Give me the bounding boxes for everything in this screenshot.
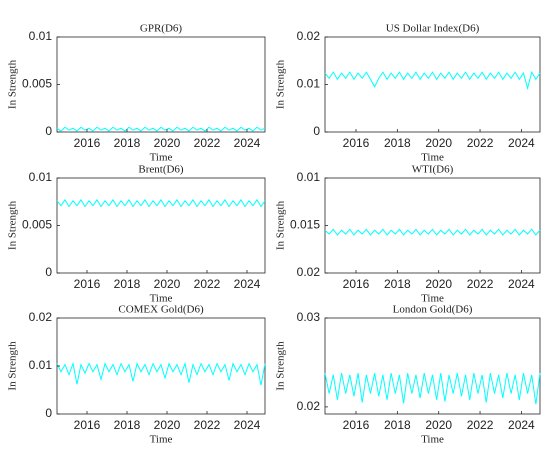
data-line: [324, 70, 541, 91]
y-tick-label: 0: [45, 124, 52, 138]
y-tick-label: 0.01: [29, 358, 53, 372]
x-tick-label: 2018: [384, 418, 411, 432]
x-axis-label: Time: [150, 152, 173, 164]
y-tick-label: 0.03: [297, 310, 321, 324]
x-tick-label: 2016: [343, 136, 370, 150]
x-tick-label: 2022: [194, 418, 221, 432]
plot-area: [56, 177, 266, 274]
x-tick-label: 2022: [467, 277, 494, 291]
x-tick-label: 2024: [234, 136, 261, 150]
y-axis-label: In Strength: [7, 341, 19, 391]
x-tick-label: 2016: [74, 136, 101, 150]
y-tick-label: 0.01: [29, 170, 53, 184]
y-axis-label: In Strength: [275, 59, 287, 109]
x-tick-label: 2022: [467, 136, 494, 150]
x-tick-label: 2020: [154, 136, 181, 150]
x-tick-label: 2016: [343, 418, 370, 432]
data-line: [56, 126, 266, 132]
x-tick-label: 2020: [154, 418, 181, 432]
x-axis-label: Time: [421, 434, 444, 446]
y-tick-label: 0.005: [22, 77, 52, 91]
y-tick-label: 0.02: [297, 265, 321, 279]
plot-area: [56, 36, 266, 133]
chart-title: GPR(D6): [140, 23, 183, 35]
x-tick-label: 2024: [508, 277, 535, 291]
chart-title: London Gold(D6): [393, 304, 473, 316]
chart-title: US Dollar Index(D6): [386, 23, 480, 35]
x-tick-label: 2018: [384, 277, 411, 291]
data-line: [56, 361, 266, 386]
y-tick-label: 0.01: [29, 29, 53, 43]
data-line: [324, 228, 541, 236]
panel: 0.02 0.015 0.01 2016 2018 2020 2022 2024 WTI(D6)…: [275, 164, 541, 305]
y-tick-label: 0.02: [297, 399, 321, 413]
x-tick-label: 2018: [114, 277, 141, 291]
y-tick-label: 0.015: [290, 218, 320, 232]
panel: 0 0.005 0.01 2016 2018 2020 2022 2024 Brent(D6) T…: [7, 164, 266, 305]
chart-title: WTI(D6): [412, 164, 454, 176]
y-tick-label: 0: [45, 406, 52, 420]
x-tick-label: 2020: [425, 277, 452, 291]
x-tick-label: 2024: [234, 277, 261, 291]
x-tick-label: 2018: [114, 136, 141, 150]
x-axis-label: Time: [421, 152, 444, 164]
y-tick-label: 0.01: [297, 170, 321, 184]
y-tick-label: 0.02: [297, 29, 321, 43]
x-tick-label: 2022: [194, 136, 221, 150]
data-line: [324, 373, 541, 405]
x-tick-label: 2020: [425, 418, 452, 432]
y-tick-label: 0: [313, 124, 320, 138]
x-tick-label: 2020: [154, 277, 181, 291]
y-axis-label: In Strength: [7, 200, 19, 250]
x-tick-label: 2016: [74, 418, 101, 432]
panel: 0 0.01 0.02 2016 2018 2020 2022 2024 US Dollar I…: [275, 23, 541, 164]
panel: 0 0.005 0.01 2016 2018 2020 2022 2024 GPR(D6) Tim…: [7, 23, 266, 164]
panel: 0 0.01 0.02 2016 2018 2020 2022 2024 COMEX Gold(…: [7, 304, 266, 446]
x-tick-label: 2020: [425, 136, 452, 150]
chart-title: COMEX Gold(D6): [118, 304, 204, 316]
x-tick-label: 2024: [234, 418, 261, 432]
x-tick-label: 2024: [508, 136, 535, 150]
x-tick-label: 2022: [467, 418, 494, 432]
plot-area: [324, 36, 541, 133]
panel: 0.02 0.03 2016 2018 2020 2022 2024 London Gold(…: [275, 304, 541, 446]
x-axis-label: Time: [150, 293, 173, 305]
y-tick-label: 0: [45, 265, 52, 279]
x-tick-label: 2018: [114, 418, 141, 432]
chart-title: Brent(D6): [138, 164, 184, 176]
x-tick-label: 2016: [343, 277, 370, 291]
data-line: [56, 198, 266, 208]
y-axis-label: In Strength: [275, 341, 287, 391]
y-tick-label: 0.02: [29, 310, 53, 324]
x-tick-label: 2024: [508, 418, 535, 432]
plot-area: [324, 317, 541, 415]
x-tick-label: 2016: [74, 277, 101, 291]
x-axis-label: Time: [150, 434, 173, 446]
x-axis-label: Time: [421, 293, 444, 305]
y-tick-label: 0.005: [22, 218, 52, 232]
y-axis-label: In Strength: [275, 200, 287, 250]
y-tick-label: 0.01: [297, 77, 321, 91]
x-tick-label: 2018: [384, 136, 411, 150]
x-tick-label: 2022: [194, 277, 221, 291]
plot-area: [324, 177, 541, 274]
y-axis-label: In Strength: [7, 59, 19, 109]
